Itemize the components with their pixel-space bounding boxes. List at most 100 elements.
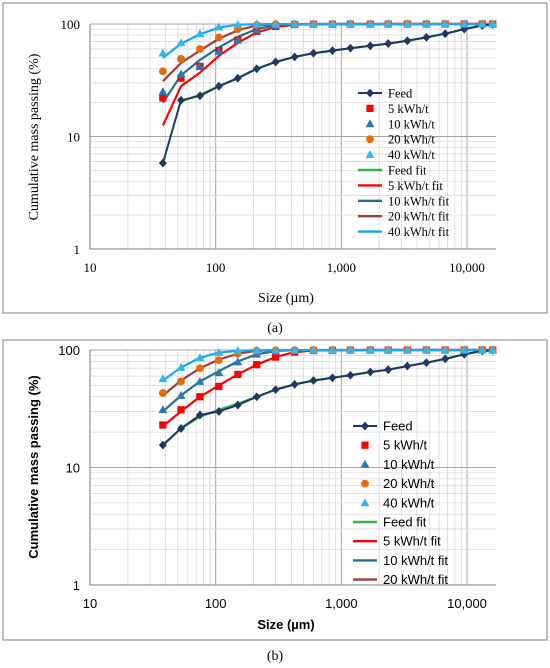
legend-swatch-marker <box>366 88 374 98</box>
legend-label: 40 kWh/t fit <box>388 225 450 239</box>
data-point-10-kwh-t <box>158 87 168 96</box>
data-point-40-kwh-t <box>233 20 243 29</box>
data-point-feed <box>366 41 375 51</box>
data-point-5-kwh-t <box>272 353 280 361</box>
data-point-feed <box>214 81 223 91</box>
legend-swatch-marker <box>365 150 375 158</box>
y-tick-label: 1 <box>74 242 81 257</box>
data-point-40-kwh-t <box>195 29 205 38</box>
legend-item-40-kwh-t-fit: 40 kWh/t fit <box>358 225 450 239</box>
data-point-40-kwh-t <box>158 48 168 57</box>
legend-item-40-kwh-t: 40 kWh/t <box>360 495 435 510</box>
data-point-feed <box>328 373 337 383</box>
data-point-40-kwh-t <box>309 19 318 28</box>
data-point-20-kwh-t <box>214 33 223 42</box>
panel-b-legend: Feed 5 kWh/t 10 kWh/t 20 kWh/t 40 kWh/t Feed … <box>353 419 448 587</box>
data-point-40-kwh-t <box>309 345 318 354</box>
y-tick-label: 1 <box>73 578 80 593</box>
x-tick-label: 100 <box>206 260 226 275</box>
x-tick-label: 10,000 <box>447 596 487 611</box>
data-point-feed <box>252 392 261 402</box>
panel-a-plot-area <box>158 19 498 168</box>
legend-item-5-kwh-t: 5 kWh/t <box>366 102 429 116</box>
panel-a-axes <box>89 24 496 250</box>
data-point-feed <box>328 46 337 56</box>
data-point-40-kwh-t <box>402 345 412 354</box>
data-point-10-kwh-t <box>176 69 186 78</box>
legend-item-feed-fit: Feed fit <box>358 164 427 178</box>
data-point-10-kwh-t <box>214 368 224 377</box>
data-point-5-kwh-t <box>234 370 242 378</box>
data-point-feed <box>309 376 318 385</box>
data-point-40-kwh-t <box>477 345 487 354</box>
data-point-5-kwh-t <box>159 421 167 429</box>
data-point-10-kwh-t <box>233 357 243 366</box>
legend-item-feed: Feed <box>353 419 413 434</box>
data-point-feed <box>214 407 223 416</box>
data-point-feed <box>158 440 167 450</box>
legend-swatch-marker <box>365 119 375 128</box>
legend-item-20-kwh-t-fit: 20 kWh/t fit <box>358 210 450 224</box>
legend-label: Feed fit <box>388 164 427 178</box>
legend-label: 40 kWh/t <box>388 148 435 162</box>
data-point-40-kwh-t <box>328 345 337 354</box>
data-point-20-kwh-t <box>196 45 204 53</box>
data-point-feed <box>271 385 280 395</box>
series-line-feed <box>161 23 493 164</box>
data-point-20-kwh-t <box>158 389 167 397</box>
legend-swatch-marker <box>366 104 374 112</box>
data-point-40-kwh-t <box>252 345 262 354</box>
data-point-5-kwh-t <box>253 361 261 369</box>
legend-item-20-kwh-t: 20 kWh/t <box>366 133 435 147</box>
data-point-10-kwh-t <box>158 405 168 414</box>
x-tick-label: 1,000 <box>327 260 356 275</box>
data-point-feed <box>233 400 242 410</box>
data-point-5-kwh-t <box>177 406 185 414</box>
legend-item-10-kwh-t: 10 kWh/t <box>360 457 435 472</box>
data-point-feed <box>195 91 204 101</box>
panel-b-axes <box>89 350 496 586</box>
legend-item-20-kwh-t: 20 kWh/t <box>361 476 435 491</box>
data-point-40-kwh-t <box>195 353 205 362</box>
data-point-10-kwh-t <box>252 25 262 34</box>
legend-label: 20 kWh/t <box>383 476 435 491</box>
data-point-40-kwh-t <box>365 345 375 354</box>
data-point-40-kwh-t <box>402 19 412 28</box>
panel-a-border <box>2 2 548 314</box>
legend-label: 10 kWh/t <box>388 117 435 131</box>
legend-label: 40 kWh/t <box>383 495 435 510</box>
data-point-feed <box>158 158 167 168</box>
data-point-feed <box>403 361 412 371</box>
data-point-40-kwh-t <box>271 345 281 354</box>
data-point-5-kwh-t <box>159 94 167 102</box>
data-point-20-kwh-t <box>177 377 185 386</box>
legend-item-5-kwh-t-fit: 5 kWh/t fit <box>358 179 443 193</box>
y-tick-label: 10 <box>67 130 80 145</box>
data-point-5-kwh-t <box>196 393 204 401</box>
legend-item-feed-fit: Feed fit <box>353 515 427 530</box>
data-point-20-kwh-t <box>177 54 185 63</box>
legend-item-10-kwh-t: 10 kWh/t <box>365 117 435 131</box>
data-point-10-kwh-t <box>214 46 224 55</box>
panel-a-caption: (a) <box>267 321 283 336</box>
data-point-feed <box>422 358 431 368</box>
x-tick-label: 1,000 <box>325 596 358 611</box>
legend-label: 5 kWh/t <box>383 438 427 453</box>
data-point-feed <box>233 73 242 83</box>
panel-b-caption: (b) <box>267 649 284 664</box>
data-point-40-kwh-t <box>290 19 300 28</box>
data-point-10-kwh-t <box>195 61 205 70</box>
data-point-40-kwh-t <box>252 19 262 28</box>
data-point-40-kwh-t <box>459 19 469 28</box>
y-tick-label: 100 <box>61 17 81 32</box>
data-point-40-kwh-t <box>440 345 450 354</box>
data-point-5-kwh-t <box>177 74 185 82</box>
data-point-40-kwh-t <box>383 345 393 354</box>
series-line-5-kwh-t-fit <box>161 22 493 127</box>
legend-item-5-kwh-t: 5 kWh/t <box>361 438 427 453</box>
data-point-feed <box>177 95 186 105</box>
